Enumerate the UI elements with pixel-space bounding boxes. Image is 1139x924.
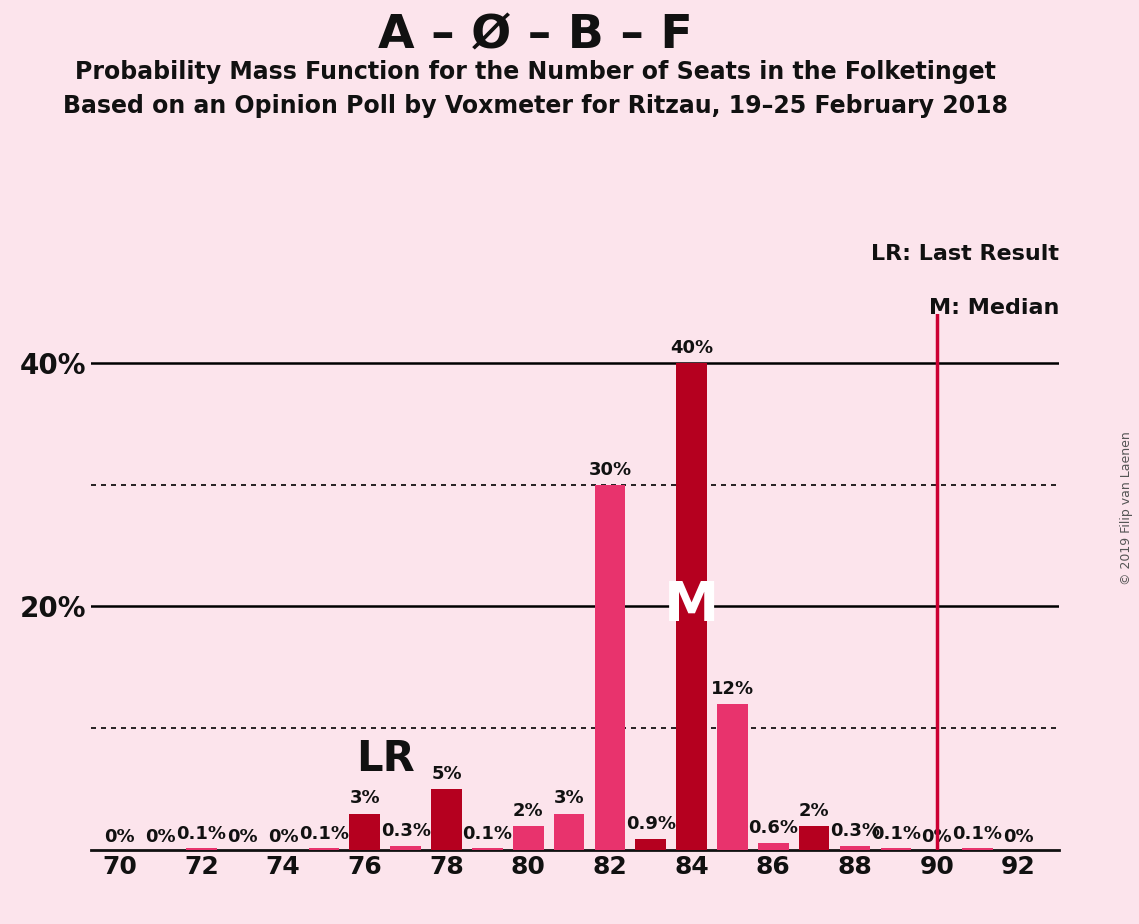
Bar <box>839 846 870 850</box>
Text: A – Ø – B – F: A – Ø – B – F <box>378 14 693 59</box>
Text: LR: Last Result: LR: Last Result <box>871 245 1059 264</box>
Text: 0%: 0% <box>227 829 257 846</box>
Text: 0.1%: 0.1% <box>462 825 513 843</box>
Text: 0%: 0% <box>268 829 298 846</box>
Text: 0.6%: 0.6% <box>748 819 798 837</box>
Text: M: M <box>664 579 719 634</box>
Text: 3%: 3% <box>554 789 584 808</box>
Text: M: Median: M: Median <box>929 298 1059 318</box>
Bar <box>309 848 339 850</box>
Text: 0.1%: 0.1% <box>952 825 1002 843</box>
Bar <box>432 789 461 850</box>
Text: 0%: 0% <box>105 829 136 846</box>
Text: 2%: 2% <box>798 802 829 820</box>
Text: 5%: 5% <box>432 765 461 784</box>
Bar <box>757 843 788 850</box>
Bar <box>718 704 748 850</box>
Bar <box>880 848 911 850</box>
Text: 2%: 2% <box>513 802 543 820</box>
Bar <box>554 813 584 850</box>
Text: 0.1%: 0.1% <box>298 825 349 843</box>
Bar <box>636 839 666 850</box>
Text: 3%: 3% <box>350 789 380 808</box>
Text: 0.9%: 0.9% <box>625 815 675 833</box>
Bar <box>798 826 829 850</box>
Text: 0.3%: 0.3% <box>830 822 880 840</box>
Bar <box>472 848 502 850</box>
Text: 12%: 12% <box>711 680 754 698</box>
Text: 30%: 30% <box>589 460 631 479</box>
Bar <box>962 848 993 850</box>
Bar <box>677 363 707 850</box>
Text: 0%: 0% <box>921 829 952 846</box>
Text: 40%: 40% <box>670 339 713 357</box>
Bar <box>350 813 380 850</box>
Text: 0.1%: 0.1% <box>177 825 227 843</box>
Text: 0.3%: 0.3% <box>380 822 431 840</box>
Bar <box>186 848 216 850</box>
Text: Probability Mass Function for the Number of Seats in the Folketinget: Probability Mass Function for the Number… <box>75 60 995 84</box>
Text: 0.1%: 0.1% <box>871 825 920 843</box>
Text: Based on an Opinion Poll by Voxmeter for Ritzau, 19–25 February 2018: Based on an Opinion Poll by Voxmeter for… <box>63 94 1008 118</box>
Text: © 2019 Filip van Laenen: © 2019 Filip van Laenen <box>1121 432 1133 585</box>
Bar <box>595 485 625 850</box>
Bar <box>391 846 421 850</box>
Text: LR: LR <box>355 737 415 780</box>
Bar <box>513 826 543 850</box>
Text: 0%: 0% <box>146 829 175 846</box>
Text: 0%: 0% <box>1003 829 1034 846</box>
